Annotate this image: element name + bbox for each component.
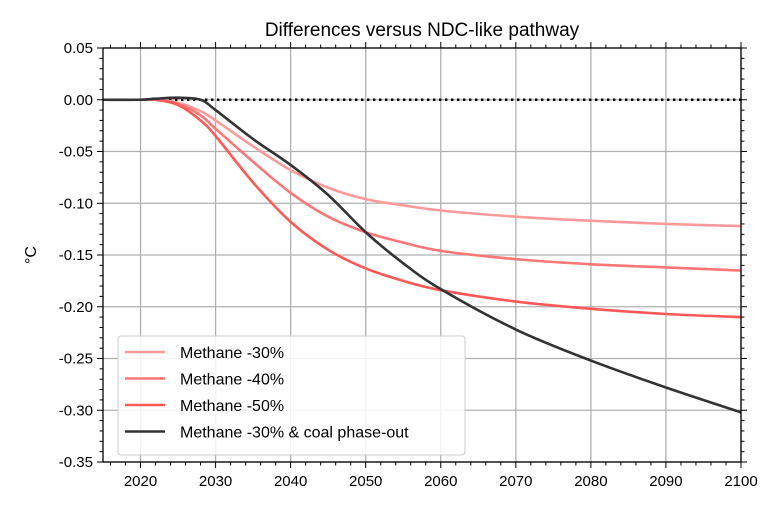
x-tick-labels: 2020 2030 2040 2050 2060 2070 2080 2090 2100 — [124, 473, 758, 490]
x-tick-label: 2050 — [349, 473, 382, 490]
x-tick-label: 2070 — [499, 473, 532, 490]
y-axis-label: °C — [23, 246, 40, 264]
legend-label: Methane -40% — [180, 372, 284, 389]
y-tick-label: 0.05 — [64, 40, 93, 57]
x-tick-label: 2030 — [199, 473, 232, 490]
legend-label: Methane -50% — [180, 398, 284, 415]
x-tick-label: 2020 — [124, 473, 157, 490]
y-tick-label: -0.15 — [59, 247, 93, 264]
x-tick-label: 2100 — [724, 473, 757, 490]
x-tick-label: 2040 — [274, 473, 307, 490]
chart-title: Differences versus NDC-like pathway — [265, 20, 580, 41]
y-tick-label: -0.35 — [59, 454, 93, 471]
y-tick-label: -0.30 — [59, 402, 93, 419]
y-tick-label: -0.25 — [59, 351, 93, 368]
y-tick-label: 0.00 — [64, 92, 93, 109]
y-tick-label: -0.20 — [59, 299, 93, 316]
legend: Methane -30% Methane -40% Methane -50% Meth… — [117, 335, 466, 456]
y-tick-label: -0.05 — [59, 144, 93, 161]
series-line — [102, 96, 742, 414]
axes — [97, 42, 747, 468]
series-line — [102, 98, 742, 272]
x-tick-label: 2090 — [649, 473, 682, 490]
y-tick-label: -0.10 — [59, 195, 93, 212]
legend-label: Methane -30% — [180, 345, 284, 362]
x-tick-label: 2060 — [424, 473, 457, 490]
legend-box — [117, 335, 466, 456]
series-lines — [102, 96, 742, 414]
series-line — [102, 98, 742, 319]
y-tick-labels: 0.05 0.00 -0.05 -0.10 -0.15 -0.20 -0.25 -0.30 -0… — [59, 40, 93, 471]
x-tick-label: 2080 — [574, 473, 607, 490]
legend-label: Methane -30% & coal phase-out — [180, 425, 409, 442]
